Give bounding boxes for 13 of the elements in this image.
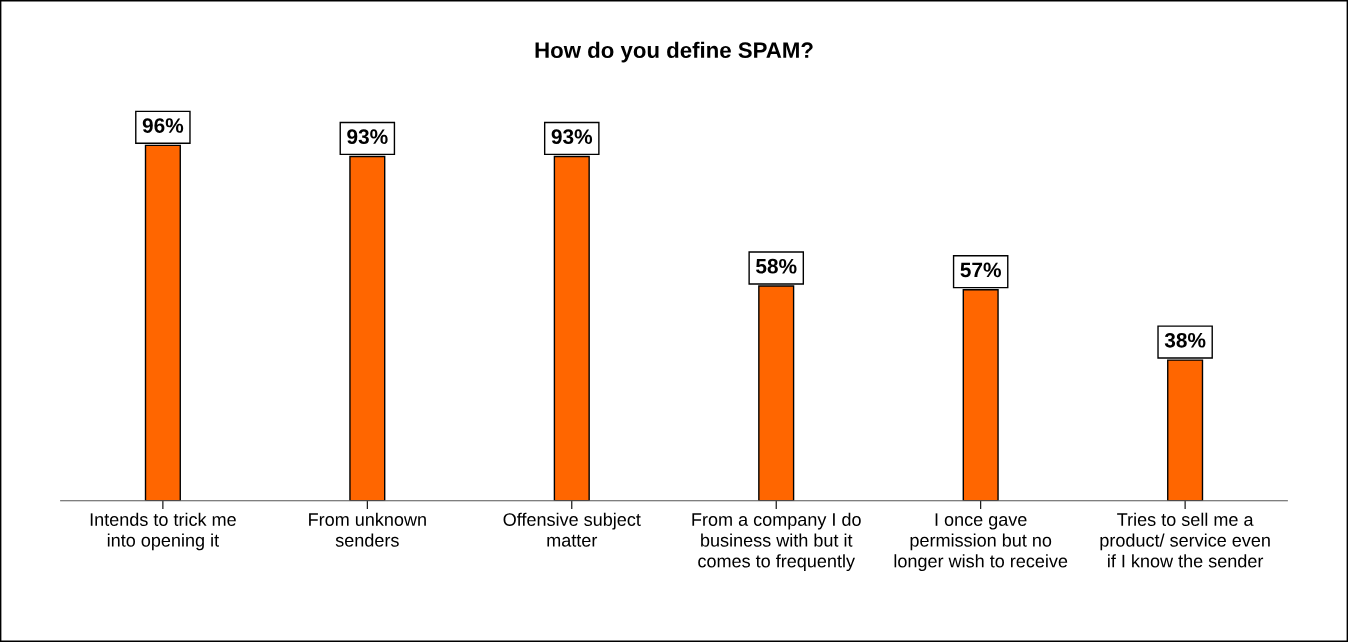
data-label: 58% — [756, 258, 797, 274]
x-tick-label: Intends to trick me into opening it — [90, 512, 236, 551]
data-label: 96% — [142, 118, 184, 133]
data-label: 38% — [1164, 332, 1206, 348]
x-tick-label: From unknown senders — [309, 512, 426, 547]
x-tick-label: From a company I do business with but it comes to frequently — [692, 512, 861, 572]
chart-title: How do you define SPAM? — [535, 41, 813, 63]
x-tick-label: I once gave permission but no longer wish to receive — [894, 513, 1068, 572]
x-tick-label: Tries to sell me a product/ service even if I know the sender — [1100, 512, 1270, 568]
data-label: 57% — [960, 262, 1001, 278]
data-label: 93% — [551, 129, 593, 145]
data-label: 93% — [347, 129, 388, 145]
x-tick-label: Offensive subject matter — [503, 512, 641, 547]
